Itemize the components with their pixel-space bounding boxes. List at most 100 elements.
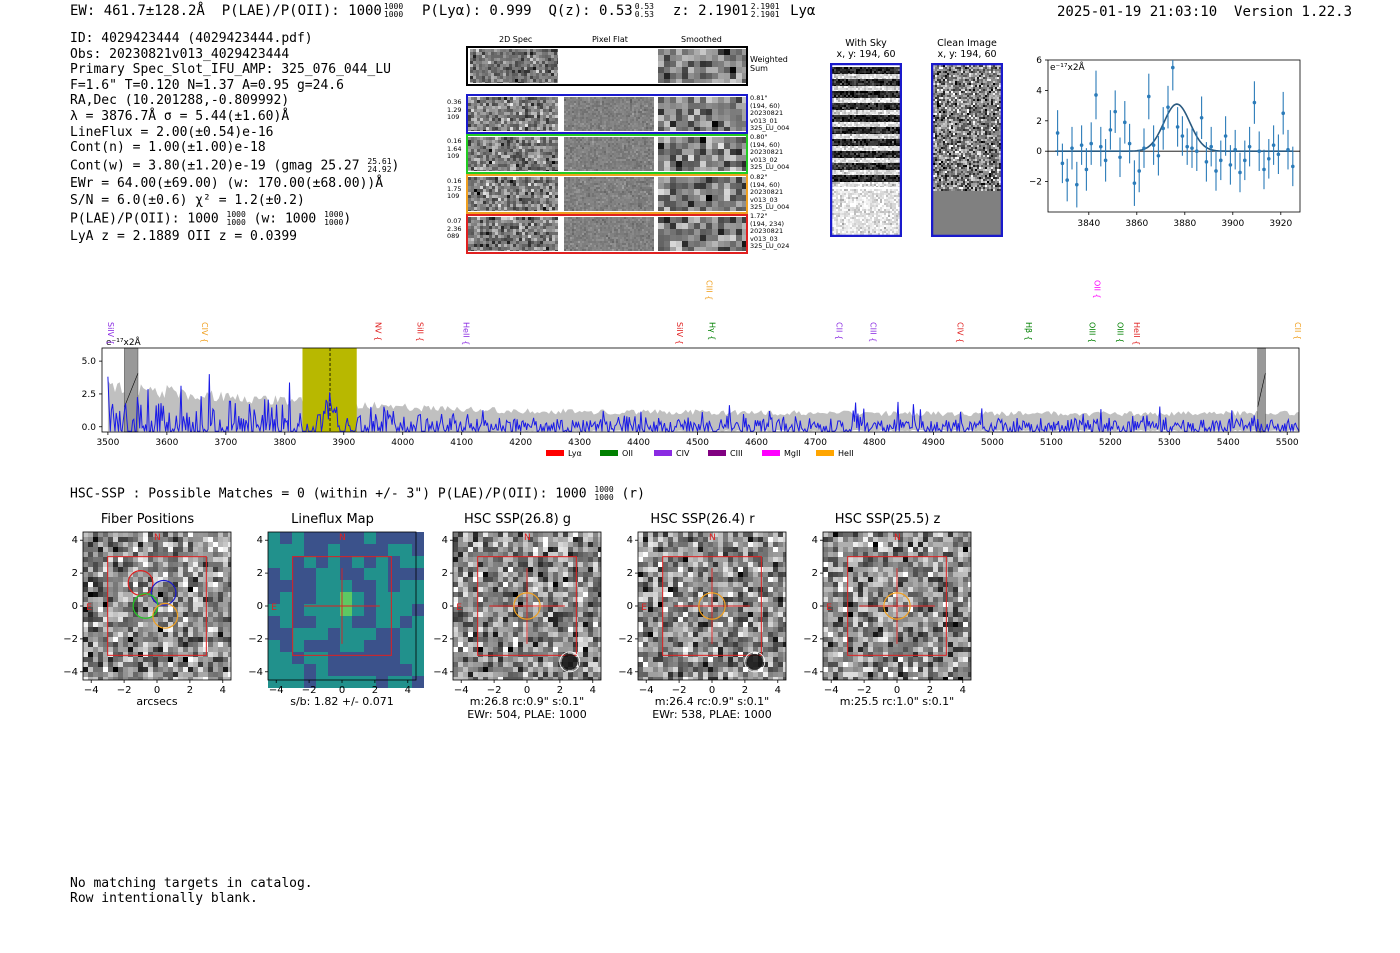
spec-legend-label: OII	[622, 449, 633, 458]
spec-line-label: CIV {	[956, 322, 965, 343]
lineflux-pixel	[340, 580, 352, 592]
hsc-aperture-circle	[513, 592, 541, 620]
hsc-panel-image: N E −4 −4 −2 −2 0 0 2 2 4 4 m:26.4 rc:0.9" s:0.1"EWr…	[618, 531, 787, 721]
lineflux-pixel	[400, 640, 412, 652]
hsc-ytick-label: −2	[433, 634, 448, 645]
hsc-ytick-label: −4	[433, 667, 448, 678]
lineflux-pixel	[292, 616, 304, 628]
cutout-pixelflat	[564, 177, 654, 211]
hsc-east-label: E	[456, 603, 462, 613]
hsc-search-box	[662, 556, 762, 656]
lineflux-pixel	[364, 604, 376, 616]
lineflux-pixel	[388, 628, 400, 640]
lineflux-pixel	[400, 592, 412, 604]
lineflux-pixel	[412, 640, 424, 652]
hsc-xtick-label: 0	[709, 685, 715, 696]
lineflux-pixel	[412, 664, 424, 676]
lineflux-pixel	[364, 664, 376, 676]
lineflux-pixel	[400, 544, 412, 556]
sky-fiber-row	[832, 103, 900, 110]
hsc-ytick-label: 4	[812, 535, 818, 546]
info-line: Obs: 20230821v013_4029423444	[70, 46, 290, 62]
hsc-panel-image: N E −4 −4 −2 −2 0 0 2 2 4 4 m:26.8 rc:0.9" s:0.1"EWr…	[433, 531, 602, 721]
hsc-noise	[83, 532, 231, 680]
header-plae: P(LAE)/P(OII): 1000	[221, 3, 382, 19]
zoom-data-point	[1223, 134, 1228, 138]
lineflux-pixel	[304, 532, 316, 544]
lineflux-pixel	[388, 544, 400, 556]
lineflux-pixel	[316, 616, 328, 628]
spec-flux-line	[107, 374, 1300, 434]
hsc-xtick-label: 2	[927, 685, 933, 696]
hsc-heading: HSC-SSP : Possible Matches = 0 (within +…	[70, 485, 645, 502]
zoom-ylabel: e⁻¹⁷x2Å	[1050, 61, 1086, 73]
fiber-circle	[150, 579, 177, 606]
lineflux-pixel	[328, 616, 340, 628]
info-plae-lo: 1000	[226, 218, 246, 228]
hsc-caption-1: m:26.8 rc:0.9" s:0.1"	[470, 695, 585, 708]
spec-xtick-label: 4000	[391, 438, 414, 448]
spec-xtick-label: 5000	[981, 438, 1004, 448]
hsc-xtick-label: 0	[154, 685, 160, 696]
weighted-sum-2dspec	[470, 49, 558, 83]
lineflux-pixel	[316, 532, 328, 544]
zoom-data-point	[1175, 125, 1180, 129]
clean-gap	[933, 191, 1001, 235]
hsc-ytick-label: 4	[627, 535, 633, 546]
hsc-east-label: E	[826, 603, 832, 613]
hsc-source-ring	[559, 651, 581, 673]
header-plya: P(Lyα): 0.999	[422, 3, 532, 19]
weighted-sum-label: Weighted Sum	[750, 55, 788, 73]
info-plae: P(LAE)/P(OII): 1000 1000 1000 (w: 1000 10…	[70, 210, 352, 228]
spec-line-label: SiIV {	[675, 322, 684, 345]
lineflux-pixel	[388, 616, 400, 628]
zoom-data-point	[1108, 128, 1113, 132]
zoom-data-point	[1060, 161, 1065, 166]
hsc-ytick-label: 0	[627, 601, 633, 612]
cutout-row-frame	[466, 174, 748, 214]
lineflux-pixel	[280, 664, 292, 676]
lineflux-pixel	[268, 664, 280, 676]
header-z-line: Lyα	[790, 3, 816, 19]
lineflux-pixel	[364, 676, 376, 688]
lineflux-pixel	[412, 556, 424, 568]
lineflux-pixel	[364, 544, 376, 556]
lineflux-pixel	[268, 616, 280, 628]
spec-line-label: SiIV {	[106, 322, 115, 345]
zoom-data-point	[1262, 167, 1266, 172]
lineflux-pixel	[352, 544, 364, 556]
hsc-xtick-label: 4	[590, 685, 596, 696]
footer-line-1: No matching targets in catalog.	[70, 876, 313, 891]
lineflux-pixel	[340, 628, 352, 640]
spec-legend-label: CIV	[676, 449, 690, 458]
info-plae-w-lo: 1000	[324, 218, 344, 228]
lineflux-pixel	[376, 628, 388, 640]
hsc-xtick-label: −2	[117, 685, 132, 696]
sky-gap-row	[832, 134, 900, 139]
lineflux-pixel	[328, 640, 340, 652]
cutout-row-left-3: 0.16 1.75 109	[447, 177, 462, 200]
spec-line-highlight	[302, 348, 357, 432]
spec-legend-swatch	[600, 450, 618, 456]
spec-line-label: CII {	[835, 322, 844, 340]
info-ewr: EWr = 64.00(±69.00) (w: 170.00(±68.00))Å	[70, 175, 384, 191]
info-line: ID: 4029423444 (4029423444.pdf)	[70, 31, 313, 46]
spec-legend-label: Lyα	[568, 449, 582, 458]
header-z-hi: 2.1901	[750, 2, 780, 11]
cutout-divider	[560, 136, 564, 172]
zoom-data-point	[1084, 167, 1089, 172]
lineflux-pixel	[292, 676, 304, 688]
lineflux-pixel	[340, 652, 352, 664]
sky-fiber-row	[832, 151, 900, 158]
lineflux-pixel	[400, 664, 412, 676]
lineflux-pixel	[400, 652, 412, 664]
lineflux-pixel	[400, 532, 412, 544]
hsc-caption-2: EWr: 538, PLAE: 1000	[652, 708, 772, 721]
cutout-2dspec	[468, 217, 558, 251]
lineflux-pixel	[328, 676, 340, 688]
zoom-data-point	[1123, 120, 1127, 125]
lineflux-pixel	[304, 544, 316, 556]
hsc-ytick-label: −2	[803, 634, 818, 645]
lineflux-pixel	[388, 568, 400, 580]
zoom-data-point	[1267, 157, 1271, 161]
